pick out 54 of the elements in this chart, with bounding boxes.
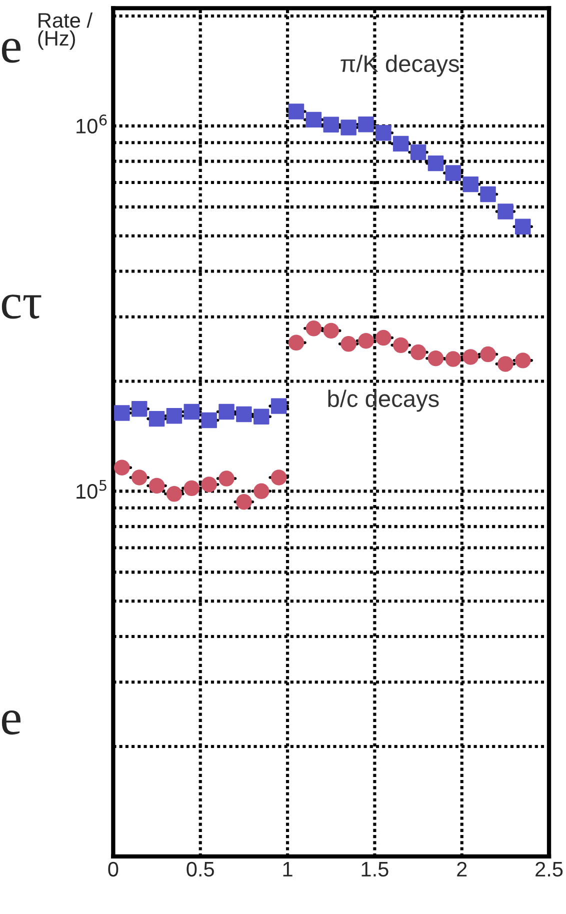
point (236, 494, 252, 510)
series-label: π/K decays (340, 54, 459, 77)
x-tick-label: 1 (283, 862, 292, 876)
point (306, 112, 322, 128)
point (288, 334, 304, 351)
point (480, 186, 496, 202)
point (515, 218, 531, 234)
point (114, 460, 130, 476)
x-tick-label: 2 (457, 862, 467, 876)
point (358, 116, 374, 132)
point (254, 483, 270, 500)
text: e (2, 710, 20, 735)
point (358, 332, 374, 349)
point (114, 405, 130, 421)
y-tick-label: 10$^{6}$ (76, 114, 107, 134)
point (410, 144, 426, 160)
point (340, 336, 356, 352)
point (410, 344, 426, 360)
point (376, 125, 392, 141)
point (515, 352, 531, 368)
point (445, 165, 462, 181)
x-tick-label: 1.5 (362, 862, 388, 877)
point (392, 337, 409, 354)
text: e (2, 38, 20, 63)
point (376, 330, 392, 346)
point (323, 322, 339, 339)
point (201, 412, 217, 428)
point (148, 478, 165, 494)
point (428, 155, 444, 172)
point (340, 120, 356, 136)
x-tick-label: 0.5 (186, 862, 214, 877)
point (218, 470, 234, 486)
point (323, 116, 339, 133)
y-axis-title: Rate / (Hz) (38, 12, 93, 50)
point (462, 349, 478, 365)
point (166, 486, 182, 502)
text: cτ (2, 294, 42, 319)
x-tick-label: 0 (108, 862, 118, 877)
x-tick-label: 2.5 (536, 862, 563, 877)
point (131, 470, 148, 486)
point (201, 476, 217, 492)
point (498, 356, 514, 372)
point (392, 136, 409, 152)
point (270, 398, 287, 414)
y-tick-label: 10$^{5}$ (76, 480, 106, 499)
point (462, 176, 478, 192)
point (218, 404, 234, 420)
point (254, 408, 270, 424)
series-label: b/c decays (328, 390, 439, 412)
point (288, 104, 304, 120)
point (480, 346, 496, 362)
point (236, 406, 252, 422)
point (270, 470, 287, 486)
point (498, 204, 514, 220)
